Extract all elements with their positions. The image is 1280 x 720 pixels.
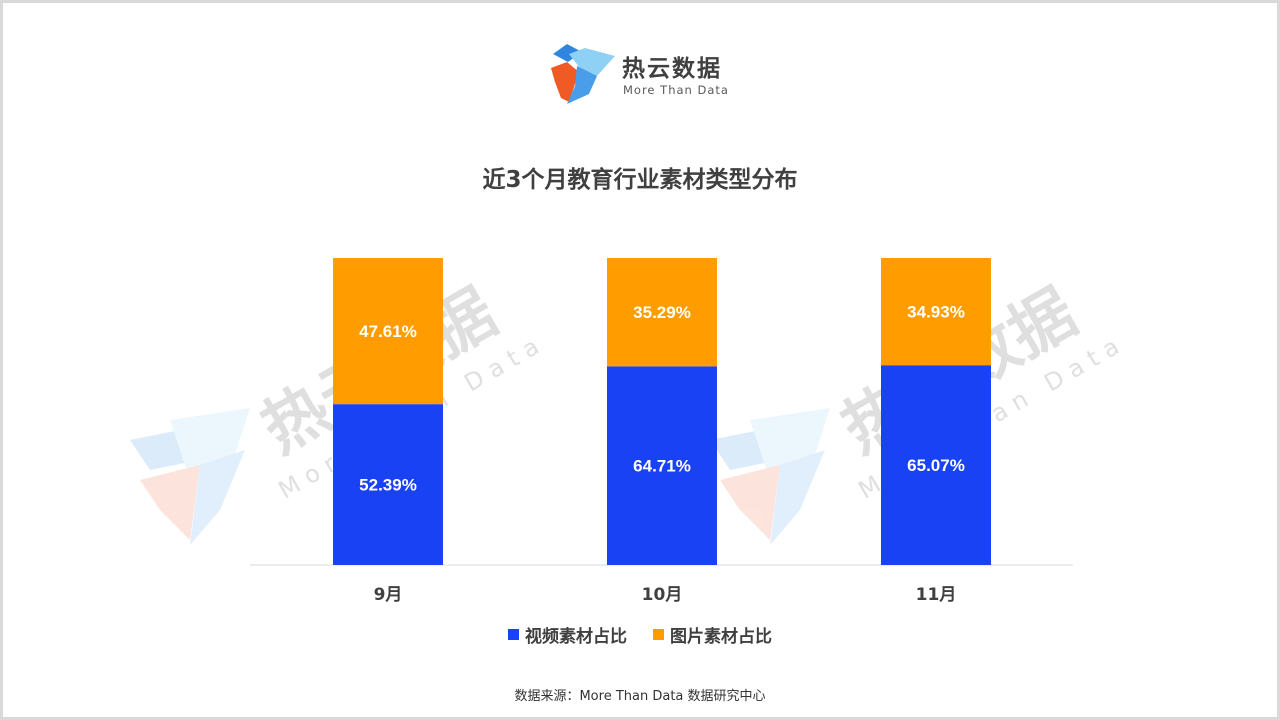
bar-segment-video-2 <box>607 366 717 565</box>
x-tick-label: 11月 <box>916 585 957 605</box>
x-tick-label: 10月 <box>642 585 683 605</box>
data-label-image-1: 47.61% <box>359 322 417 341</box>
legend-swatch-image <box>653 629 664 640</box>
chart-title: 近3个月教育行业素材类型分布 <box>482 167 798 193</box>
data-label-image-3: 34.93% <box>907 303 965 322</box>
legend-label-image: 图片素材占比 <box>670 627 772 647</box>
data-label-image-2: 35.29% <box>633 303 691 322</box>
watermark-shape <box>750 408 830 480</box>
brand-logo-icon <box>551 44 615 104</box>
data-label-video-2: 64.71% <box>633 457 691 476</box>
watermark-shape <box>140 465 200 540</box>
x-tick-label: 9月 <box>374 585 403 605</box>
chart-legend: 视频素材占比 图片素材占比 <box>0 622 1280 647</box>
bar-segment-image-2 <box>607 258 717 367</box>
bar-segment-video-1 <box>333 404 443 565</box>
legend-item-video: 视频素材占比 <box>508 622 627 647</box>
data-source-note: 数据来源：More Than Data 数据研究中心 <box>514 689 766 704</box>
watermark-logo-icon <box>710 408 830 545</box>
bar-segment-image-3 <box>881 258 991 366</box>
brand-name: 热云数据 <box>622 56 722 82</box>
legend-swatch-video <box>508 629 519 640</box>
data-label-video-3: 65.07% <box>907 456 965 475</box>
watermark-logo-icon <box>130 408 250 545</box>
watermark-shape <box>720 465 780 540</box>
watermark-shape <box>710 430 780 470</box>
brand-logo: 热云数据 More Than Data <box>549 42 749 108</box>
watermark-shape <box>130 430 200 470</box>
legend-item-image: 图片素材占比 <box>653 622 772 647</box>
brand-tagline: More Than Data <box>623 83 729 97</box>
watermark-shape <box>190 450 245 545</box>
data-label-video-1: 52.39% <box>359 476 417 495</box>
bar-segment-video-3 <box>881 365 991 565</box>
legend-label-video: 视频素材占比 <box>525 627 627 647</box>
watermark-shape <box>170 408 250 480</box>
watermark-shape <box>770 450 825 545</box>
bar-segment-image-1 <box>333 258 443 405</box>
